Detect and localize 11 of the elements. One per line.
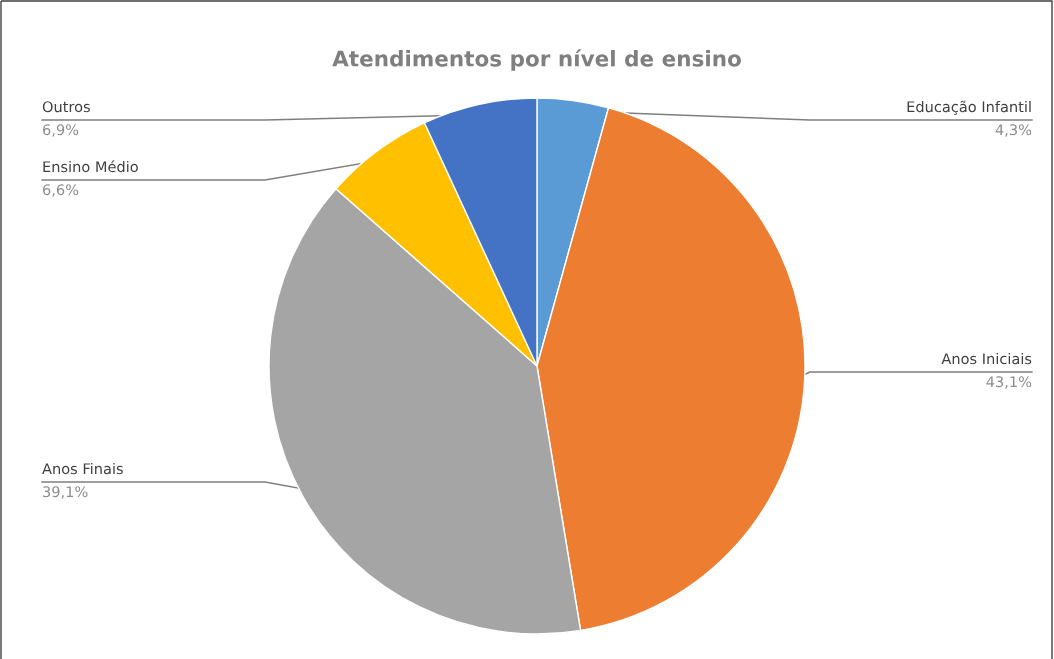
slice-label: Anos Finais [42,462,123,475]
data-label: 6,6% [43,184,79,197]
slice-label: Educação Infantil [907,100,1031,115]
data-label: 39,1% [43,486,88,499]
data-label: 4,3% [995,124,1032,137]
slice-label: Outros [42,101,90,113]
slice-label: Ensino Médio [43,160,138,173]
data-label: 43,1% [986,376,1032,389]
data-label: 6,9% [43,124,79,137]
chart-title: Atendimentos por nível de ensino [332,49,741,71]
slice-label: Anos Iniciais [941,352,1032,365]
